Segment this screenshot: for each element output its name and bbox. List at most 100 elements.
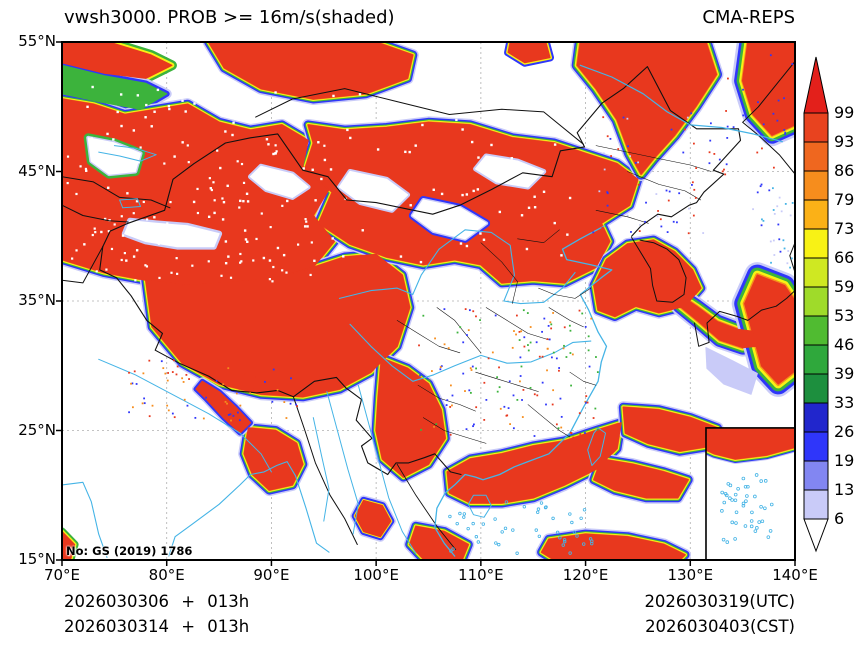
speck [132, 255, 136, 258]
speck [606, 135, 609, 138]
speck [262, 256, 266, 260]
speck [546, 338, 549, 341]
speck [274, 152, 277, 155]
speck [590, 317, 593, 320]
speck [602, 152, 605, 155]
speck [784, 203, 787, 205]
speck [622, 116, 625, 119]
speck [465, 428, 468, 431]
speck [592, 417, 595, 419]
map-line-india-nw-border [62, 246, 104, 284]
speck [107, 186, 110, 189]
speckle-zone-himalaya-specks [128, 359, 298, 422]
speck [142, 372, 145, 375]
speck [587, 335, 590, 338]
island-speck [733, 498, 738, 503]
speck [789, 266, 791, 269]
speck [144, 264, 147, 267]
speck [525, 247, 529, 251]
speck [626, 214, 629, 217]
speck [196, 187, 199, 191]
init-time-cst-line: 2026030314 + 013h [64, 617, 250, 636]
speck [676, 221, 678, 224]
shaded-region-top-center-mass [208, 42, 414, 100]
speck [239, 261, 242, 264]
speck [772, 112, 775, 115]
speck [726, 125, 729, 128]
shaded-region-hole-inner-mongolia [475, 155, 545, 188]
speck [762, 219, 765, 222]
speck [691, 184, 693, 186]
speck [550, 323, 553, 326]
map-line-china-border-south [99, 246, 462, 476]
speck [479, 232, 482, 235]
speck [533, 206, 537, 209]
speck [772, 166, 775, 169]
speck [549, 321, 552, 324]
colorbar-segment-53 [803, 315, 829, 346]
speck [694, 197, 697, 199]
speck [139, 146, 142, 149]
island-speck [741, 501, 746, 506]
island-speck [722, 500, 727, 505]
map-line-province-hebei [517, 229, 560, 243]
speck [257, 172, 261, 175]
map-line-indochina-border [396, 463, 457, 551]
speck [449, 406, 452, 408]
speck [302, 167, 305, 170]
speck [332, 94, 335, 98]
speck [606, 204, 609, 207]
speck [440, 218, 443, 221]
speck [769, 54, 772, 57]
map-line-india-coast-west [62, 481, 108, 558]
speck [660, 225, 663, 228]
speck [113, 223, 116, 226]
speck [709, 122, 712, 125]
speck [285, 417, 288, 419]
speck [94, 231, 97, 234]
speck [686, 116, 689, 119]
map-line-province-heilongjiang [595, 145, 712, 172]
speck [584, 432, 586, 434]
map-line-ganges-river [98, 358, 272, 473]
colorbar-segment-39 [803, 373, 829, 404]
speck [521, 416, 524, 418]
speck [239, 404, 242, 407]
map-line-province-fujian [527, 404, 571, 438]
speck [678, 192, 681, 195]
speck [135, 200, 139, 203]
island-speck [572, 530, 577, 534]
speck [421, 123, 424, 127]
speck [214, 396, 216, 399]
speck [586, 401, 589, 404]
speck [323, 144, 326, 147]
speck [307, 111, 310, 114]
speck [227, 413, 230, 416]
speck [508, 380, 511, 383]
speck [434, 337, 436, 340]
speck [314, 199, 317, 202]
island-speck [720, 490, 724, 495]
speck [693, 188, 696, 191]
speck [132, 129, 136, 132]
map-line-province-guizhou [417, 384, 476, 412]
island-speck [749, 519, 754, 523]
speck [227, 367, 230, 370]
speck [150, 125, 153, 128]
speck [143, 402, 146, 405]
speck [723, 168, 725, 171]
speck [776, 205, 779, 208]
colorbar-segment-26 [803, 431, 829, 462]
speck [358, 93, 362, 96]
speck [224, 400, 227, 403]
speck [520, 214, 524, 217]
speck [112, 160, 116, 163]
speck [414, 144, 417, 147]
speck [268, 278, 271, 281]
shaded-region-topleft-green-band [62, 64, 168, 110]
map-line-province-shaanxi [436, 307, 482, 354]
island-speck [730, 498, 734, 502]
speck [667, 124, 670, 126]
speck [783, 97, 785, 100]
